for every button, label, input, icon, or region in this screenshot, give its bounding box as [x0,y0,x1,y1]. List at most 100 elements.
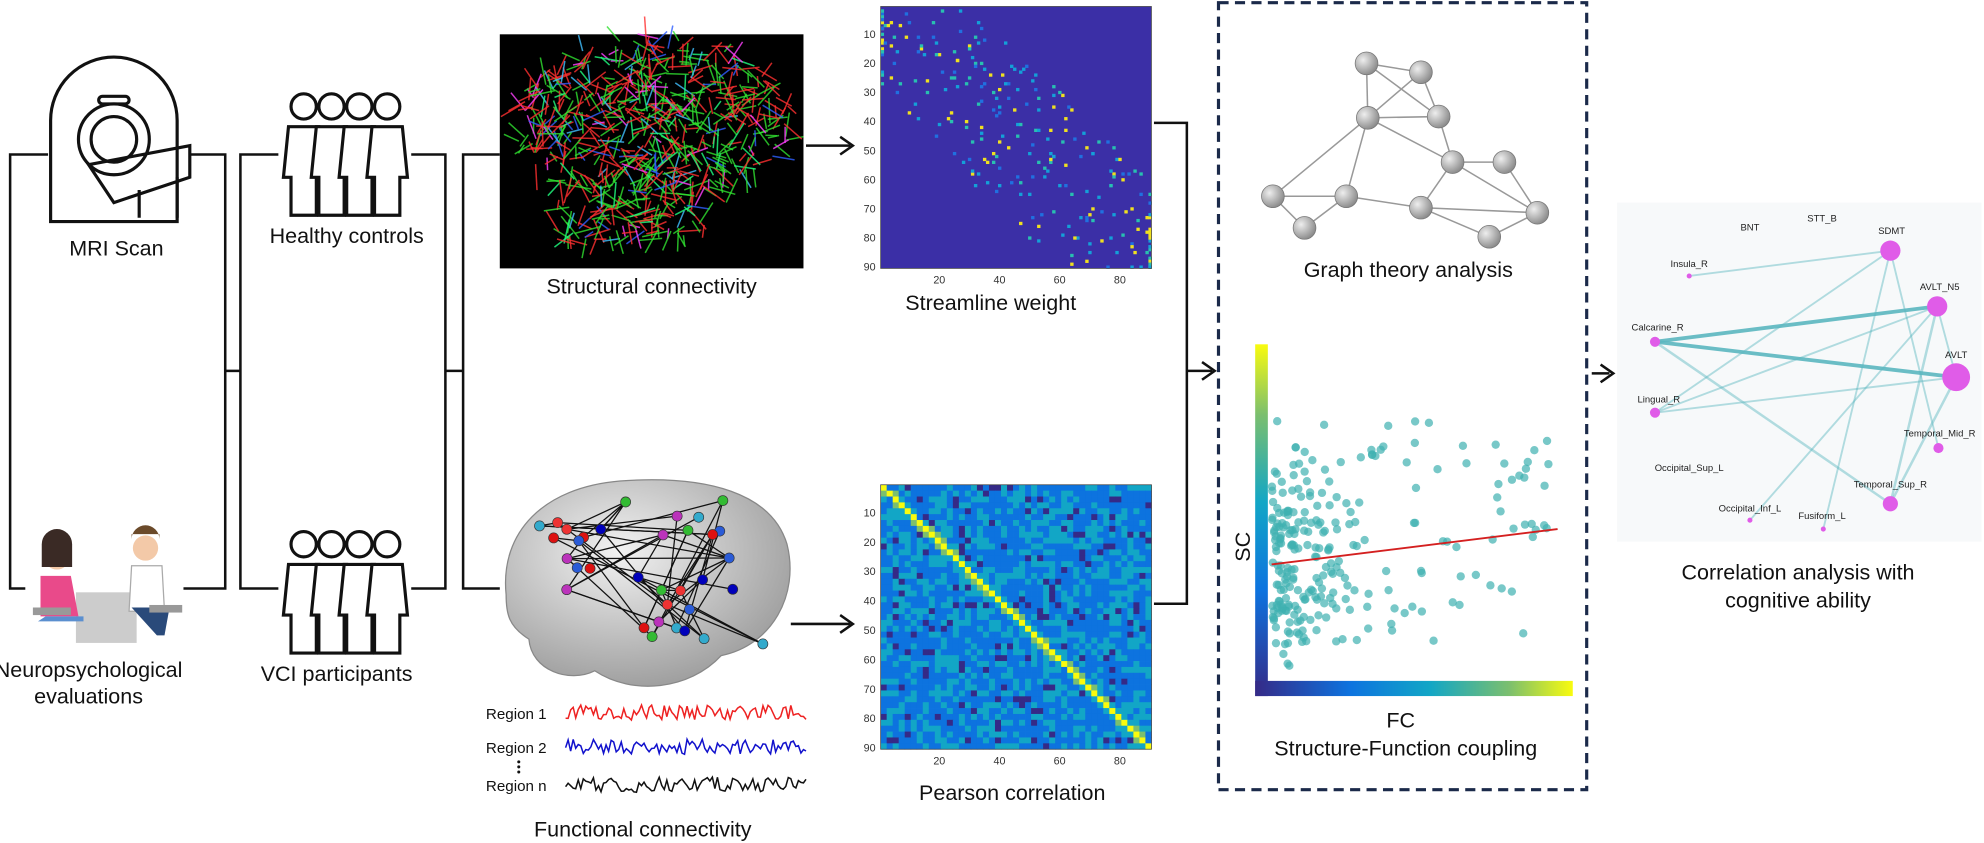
matrix-cell [1139,608,1146,615]
matrix-cell [946,649,954,656]
matrix-cell [1109,702,1116,709]
matrix-cell [925,90,930,95]
matrix-cell [898,596,906,603]
matrix-cell [1049,696,1056,703]
matrix-cell [1112,146,1116,150]
fiber [755,127,770,146]
matrix-cell [964,484,972,492]
matrix-cell [1145,508,1152,515]
fiber [604,82,623,91]
matrix-cell [1067,508,1074,515]
matrix-cell [940,520,948,527]
matrix-cell [922,496,930,503]
matrix-cell [1109,525,1116,533]
matrix-cell [1013,614,1020,621]
matrix-cell [970,567,978,574]
matrix-cell [1061,555,1068,562]
matrix-cell [970,490,978,497]
matrix-cell [934,555,942,562]
matrix-cell [928,678,936,685]
graph-node [1354,51,1379,76]
matrix-cell [898,496,906,503]
matrix-cell [940,625,948,633]
matrix-cell [1139,690,1146,697]
matrix-cell [910,508,918,515]
graph-edge [1366,62,1440,118]
fiber [719,178,724,194]
matrix-cell [1088,242,1092,246]
matrix-cell [958,572,966,580]
matrix-cell [1103,496,1110,503]
scatter-point [1279,649,1288,659]
matrix-cell [886,708,894,715]
person-body [365,125,410,217]
matrix-cell [1085,649,1092,656]
matrix-cell [886,678,894,685]
matrix-cell [916,537,924,544]
matrix-cell [1049,619,1056,627]
matrix-cell [946,117,951,121]
matrix-cell [892,567,900,574]
matrix-cell [1025,719,1032,727]
matrix-cell [898,672,906,680]
matrix-cell [1121,561,1128,568]
matrix-cell [1145,590,1152,597]
fiber [731,101,742,118]
matrix-cell [1073,514,1080,521]
matrix-cell [1091,549,1098,556]
fiber [547,73,569,89]
matrix-cell [1109,625,1116,633]
matrix-cell [898,555,906,562]
scatter-point [1346,507,1355,517]
scatter-point [1342,499,1351,508]
matrix-cell [1043,661,1050,668]
matrix-cell [1109,690,1116,697]
scatter-point [1300,507,1309,517]
matrix-cell [1049,531,1056,539]
matrix-cell [1067,496,1074,503]
matrix-cell [1139,661,1146,668]
matrix-cell [922,590,930,597]
matrix-cell [1127,702,1134,709]
matrix-y-tick: 20 [864,58,876,70]
matrix-cell [988,666,996,674]
matrix-cell [976,702,984,709]
matrix-cell [1133,643,1140,650]
matrix-cell [940,572,948,580]
fiber [713,100,722,111]
matrix-cell [1055,619,1062,627]
matrix-cell [1130,245,1134,249]
matrix-cell [1103,713,1110,721]
graph-edge [1420,206,1538,214]
network-edge [1654,304,1938,344]
scatter-point [1308,456,1317,465]
brain-edge [684,557,730,632]
matrix-cell [964,514,972,521]
trace [564,736,807,757]
matrix-cell [1025,702,1032,709]
matrix-cell [961,160,966,165]
matrix-cell [1103,537,1110,544]
matrix-cell [1127,719,1134,727]
matrix-cell [1133,590,1140,597]
matrix-cell [1025,619,1032,627]
matrix-cell [940,631,948,638]
matrix-cell [958,725,966,732]
matrix-cell [952,549,960,556]
fiber [758,124,781,135]
brain-node [693,511,705,523]
matrix-cell [916,50,921,54]
matrix-cell [1079,490,1086,497]
matrix-cell [1133,637,1140,644]
fiber [746,69,765,88]
matrix-cell [1025,666,1032,674]
matrix-cell [1127,708,1134,715]
matrix-cell [1007,531,1014,539]
matrix-cell [982,702,990,709]
matrix-cell [1121,572,1128,580]
matrix-y-tick: 30 [864,566,876,578]
matrix-cell [1121,661,1128,668]
fiber [767,134,780,139]
matrix-cell [970,596,978,603]
matrix-cell [904,584,912,591]
